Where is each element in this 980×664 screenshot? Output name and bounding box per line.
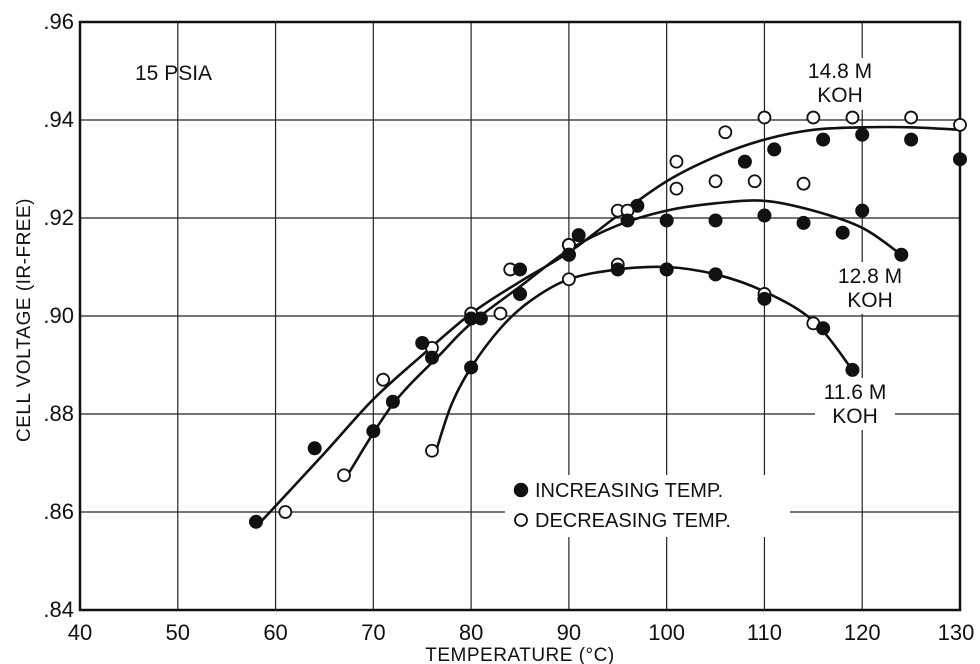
x-tick-label: 110 (747, 620, 782, 645)
filled-point-koh-12-8 (757, 208, 772, 223)
open-point-koh-14-8 (708, 174, 723, 189)
legend-filled-marker (513, 482, 529, 498)
label-11-6-background (815, 378, 895, 430)
x-tick-label: 60 (263, 620, 287, 645)
open-point-koh-14-8 (953, 118, 967, 132)
curve-koh-14-8 (259, 125, 962, 524)
filled-point-koh-12-8 (796, 215, 811, 230)
plot-frame (78, 20, 962, 612)
label-12-8-concentration: 12.8 M (838, 265, 902, 288)
open-point-koh-14-8 (669, 154, 684, 169)
open-point-koh-11-6 (561, 272, 576, 287)
x-tick-label: 100 (648, 620, 685, 645)
filled-point-koh-14-8 (385, 394, 400, 409)
open-point-koh-14-8 (904, 110, 919, 125)
filled-point-koh-14-8 (737, 154, 752, 169)
filled-point-koh-12-8 (473, 311, 488, 326)
legend-label-decreasing: DECREASING TEMP. (535, 510, 731, 532)
filled-point-koh-14-8 (904, 132, 919, 147)
x-axis-title: TEMPERATURE (°C) (425, 645, 614, 664)
label-14-8-background (800, 58, 880, 110)
filled-point-koh-11-6 (659, 262, 674, 277)
label-12-8-unit: KOH (847, 289, 893, 312)
open-point-koh-14-8 (796, 176, 811, 191)
x-tick-label: 80 (459, 620, 483, 645)
legend-label-increasing: INCREASING TEMP. (535, 480, 723, 502)
label-14-8-unit: KOH (817, 84, 863, 107)
filled-point-koh-14-8 (816, 132, 831, 147)
data-points (249, 110, 967, 529)
y-tick-label: .88 (43, 401, 74, 426)
filled-point-koh-11-6 (610, 262, 625, 277)
filled-point-koh-14-8 (767, 142, 782, 157)
filled-point-koh-11-6 (513, 286, 527, 301)
y-tick-label: .84 (43, 597, 74, 622)
x-tick-label: 130 (938, 620, 975, 645)
x-tick-label: 40 (68, 620, 92, 645)
label-11-6-unit: KOH (832, 405, 878, 428)
x-tick-label: 50 (166, 620, 190, 645)
label-11-6-concentration: 11.6 M (824, 381, 887, 404)
filled-point-koh-11-6 (816, 321, 831, 336)
filled-point-koh-11-6 (464, 360, 479, 375)
y-axis-title: CELL VOLTAGE (IR-FREE) (14, 198, 35, 442)
open-point-koh-11-6 (425, 443, 439, 458)
filled-point-koh-14-8 (307, 441, 322, 456)
curve-koh-12-8 (347, 199, 903, 475)
filled-point-koh-12-8 (571, 228, 586, 243)
y-tick-label: .86 (43, 499, 74, 524)
label-14-8-concentration: 14.8 M (808, 60, 872, 83)
label-12-8-background (830, 262, 910, 314)
filled-point-koh-14-8 (415, 335, 430, 350)
x-tick-label: 90 (557, 620, 581, 645)
filled-point-koh-12-8 (708, 213, 723, 228)
y-tick-label: .90 (43, 303, 74, 328)
filled-point-koh-14-8 (425, 350, 439, 365)
tick-labels: 40 50 60 70 80 90 100 110 120 130 .84 .86 .88 .90 .92.… (43, 9, 974, 645)
open-point-koh-11-6 (493, 306, 508, 321)
filled-point-koh-14-8 (513, 262, 527, 277)
y-tick-label: .92 (43, 205, 74, 230)
fitted-curves (259, 125, 962, 524)
filled-point-koh-14-8 (366, 424, 381, 439)
legend-open-marker (514, 513, 528, 527)
filled-point-koh-12-8 (835, 225, 850, 240)
open-point-koh-12-8 (337, 468, 351, 483)
filled-point-koh-12-8 (659, 213, 674, 228)
filled-point-koh-11-6 (845, 362, 860, 377)
open-point-koh-14-8 (718, 125, 733, 140)
legend-background (505, 475, 790, 537)
open-point-koh-14-8 (806, 110, 821, 125)
open-point-koh-14-8 (669, 181, 684, 196)
legend: INCREASING TEMP. DECREASING TEMP. (505, 475, 790, 537)
y-tick-label: .94 (43, 107, 74, 132)
filled-point-koh-14-8 (855, 127, 870, 142)
pressure-annotation: 15 PSIA (135, 62, 212, 85)
y-tick-label: .96 (43, 9, 74, 34)
filled-point-koh-12-8 (620, 213, 635, 228)
filled-point-koh-14-8 (249, 514, 263, 529)
open-point-koh-14-8 (278, 505, 293, 519)
open-point-koh-14-8 (757, 110, 772, 125)
filled-point-koh-14-8 (953, 152, 967, 167)
x-tick-label: 120 (844, 620, 881, 645)
filled-point-koh-12-8 (894, 247, 909, 262)
open-point-koh-14-8 (376, 372, 391, 387)
open-point-koh-14-8 (845, 110, 860, 125)
filled-point-koh-11-6 (757, 291, 772, 306)
open-point-koh-14-8 (747, 174, 762, 189)
filled-point-koh-11-6 (708, 267, 723, 282)
filled-point-koh-12-8 (855, 203, 870, 218)
filled-point-koh-11-6 (561, 247, 576, 262)
x-tick-label: 70 (361, 620, 385, 645)
